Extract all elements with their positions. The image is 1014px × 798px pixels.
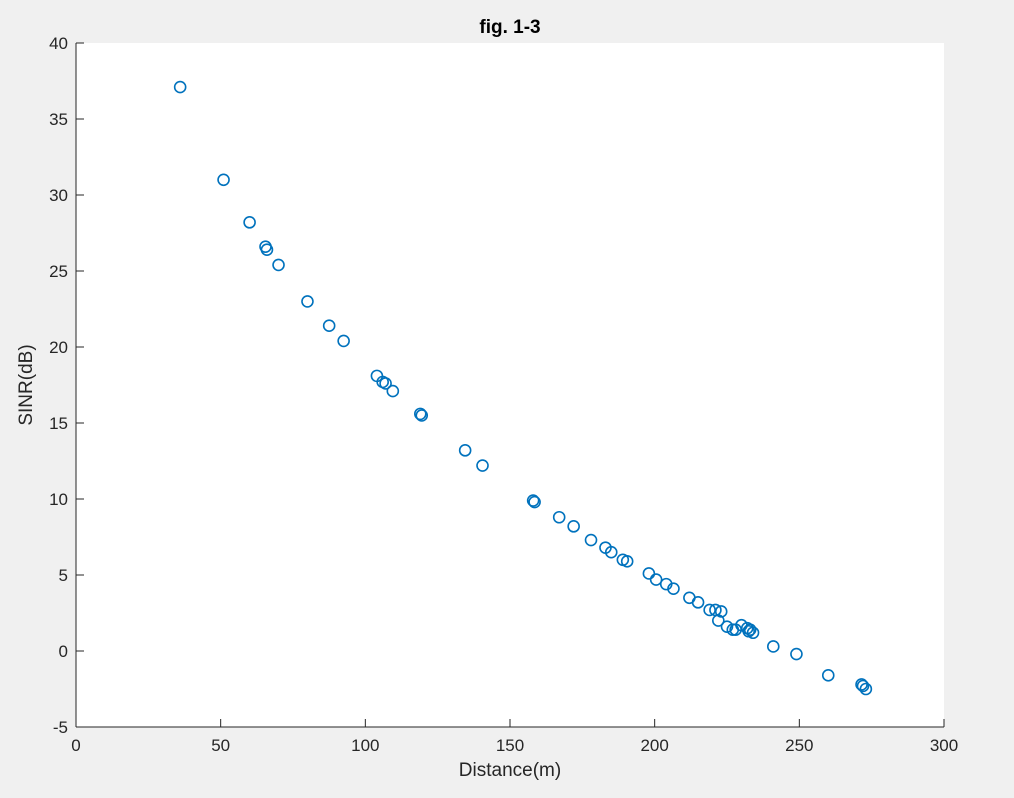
plot-area (76, 43, 944, 727)
data-point (552, 510, 566, 524)
data-point (322, 319, 336, 333)
data-point (856, 679, 870, 693)
data-point (260, 243, 274, 257)
data-point (667, 582, 680, 595)
data-point (243, 216, 256, 229)
data-point (414, 407, 427, 421)
x-tick-label: 100 (351, 736, 379, 755)
x-tick-label: 200 (640, 736, 668, 755)
data-point (173, 80, 187, 94)
y-axis-label: SINR(dB) (16, 344, 37, 425)
y-tick-label: 0 (59, 642, 68, 661)
data-point (301, 295, 314, 308)
y-tick-label: 10 (49, 490, 68, 509)
y-tick-label: 25 (49, 262, 68, 281)
y-tick-label: 30 (49, 186, 68, 205)
y-tick-label: -5 (53, 718, 68, 737)
data-point (386, 384, 400, 398)
data-point (649, 573, 663, 586)
data-point (821, 669, 835, 682)
data-point (528, 495, 541, 509)
x-tick-label: 300 (930, 736, 958, 755)
x-tick-label: 150 (496, 736, 524, 755)
data-point (272, 258, 285, 272)
data-point (476, 459, 489, 472)
data-point (217, 173, 230, 187)
data-point (604, 545, 618, 559)
y-tick-label: 35 (49, 110, 68, 129)
x-tick-label: 250 (785, 736, 813, 755)
scatter-points (173, 80, 873, 696)
data-point (766, 640, 780, 653)
x-tick-label: 0 (71, 736, 80, 755)
data-point (743, 623, 757, 637)
data-point (379, 377, 392, 390)
data-point (746, 626, 760, 640)
data-point (458, 444, 472, 457)
data-point (584, 533, 598, 547)
data-point (691, 596, 705, 609)
data-point (714, 605, 728, 618)
data-point (642, 567, 656, 580)
data-point (859, 682, 873, 696)
data-point (790, 647, 803, 661)
data-point (855, 678, 868, 691)
data-point (526, 494, 540, 507)
x-axis-label: Distance(m) (459, 760, 561, 781)
x-tick-label: 50 (211, 736, 230, 755)
data-point (620, 555, 634, 568)
y-tick-label: 20 (49, 338, 68, 357)
y-tick-label: 15 (49, 414, 68, 433)
data-point (337, 334, 350, 348)
data-point (712, 614, 725, 627)
chart-title: fig. 1-3 (479, 17, 540, 38)
data-point (567, 520, 580, 533)
data-point (415, 409, 429, 422)
y-tick-label: 5 (59, 566, 68, 585)
y-tick-label: 40 (49, 34, 68, 53)
